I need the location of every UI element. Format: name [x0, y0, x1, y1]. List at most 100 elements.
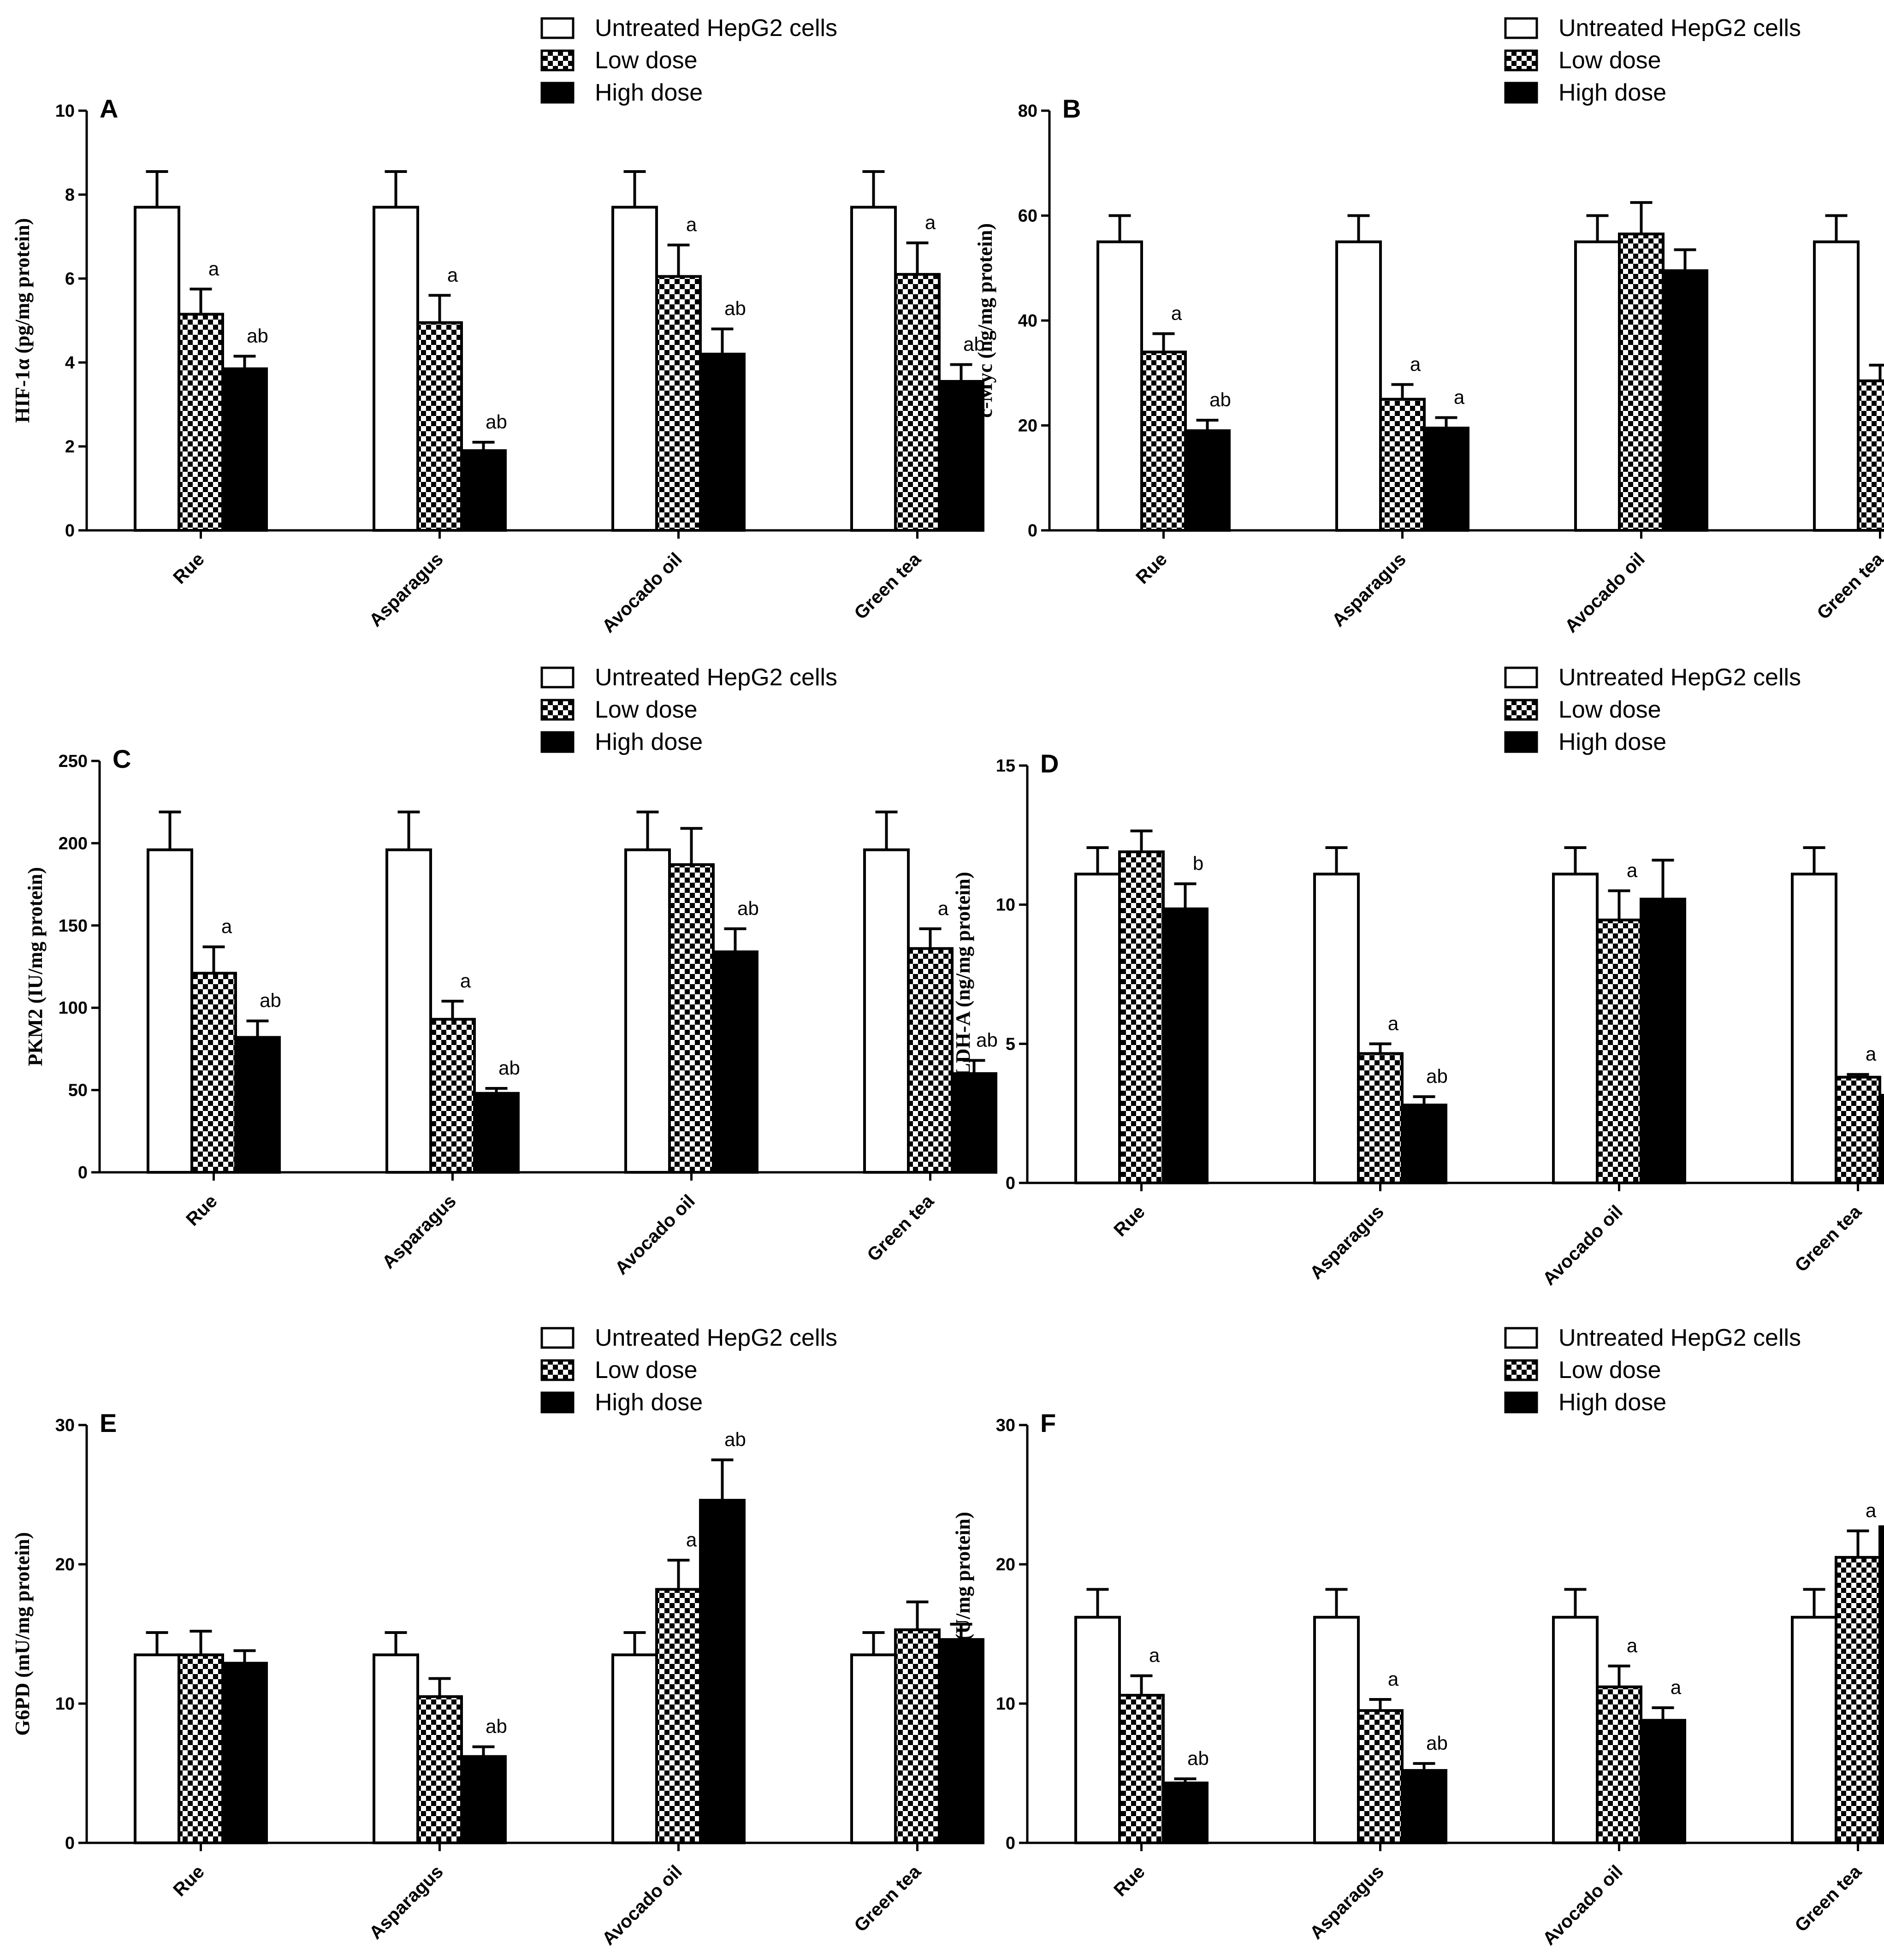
x-tick-label: Avocado oil	[1539, 1201, 1626, 1289]
chart-panel-c: C 0 50 100 150 200 250 PKM2 (IU/mg protein) a ab R…	[24, 664, 998, 1279]
bar-b-high-dose	[1423, 427, 1469, 532]
bar-e-high-dose	[699, 1499, 746, 1845]
bar-c-low-dose	[668, 863, 715, 1174]
significance-label: a	[1454, 386, 1465, 408]
bar-f-low-dose	[1596, 1685, 1642, 1844]
legend-label: Untreated HepG2 cells	[1558, 664, 1801, 691]
panel-letter: F	[1040, 1408, 1056, 1437]
significance-label: b	[1193, 852, 1203, 874]
bar-f-untreated	[1552, 1616, 1599, 1844]
bar-a-high-dose	[938, 380, 984, 532]
legend-swatch	[1504, 49, 1538, 71]
y-tick-label: 60	[1018, 207, 1037, 226]
legend-label: Low dose	[595, 696, 698, 723]
bar-e-untreated	[850, 1653, 897, 1845]
y-tick-label: 2	[65, 437, 75, 457]
significance-label: a	[460, 970, 471, 992]
y-tick-label: 150	[59, 916, 88, 936]
bar-d-untreated	[1791, 873, 1837, 1185]
y-tick-label: 30	[996, 1416, 1015, 1435]
significance-label: ab	[724, 1429, 746, 1450]
bar-c-untreated	[385, 848, 432, 1174]
legend-label: High dose	[595, 729, 703, 755]
legend-label: High dose	[1558, 79, 1666, 106]
y-tick-label: 6	[65, 269, 75, 289]
legend-swatch	[1504, 82, 1538, 104]
bar-d-high-dose	[1878, 1093, 1884, 1184]
significance-label: a	[1627, 860, 1638, 881]
legend-label: Untreated HepG2 cells	[595, 15, 837, 42]
x-tick-label: Asparagus	[1306, 1201, 1388, 1283]
y-tick-label: 0	[65, 521, 75, 540]
legend: Untreated HepG2 cells Low dose High dose	[1504, 664, 1801, 755]
y-tick-label: 10	[996, 1694, 1015, 1714]
bar-f-high-dose	[1878, 1525, 1884, 1844]
significance-label: ab	[486, 411, 507, 433]
y-axis-title: G6PD (mU/mg protein)	[11, 1532, 34, 1736]
bar-f-untreated	[1074, 1616, 1121, 1844]
bar-a-high-dose	[221, 367, 268, 532]
y-tick-label: 0	[78, 1163, 88, 1182]
chart-panel-a: A 0 2 4 6 8 10 HIF-1α (pg/mg protein) a ab Rue a ab A…	[11, 15, 985, 637]
bar-e-low-dose	[416, 1695, 463, 1844]
chart-panel-b: B 0 20 40 60 80 c-Myc (ng/mg protein) a ab Rue a a A…	[974, 15, 1884, 637]
bar-f-low-dose	[1357, 1709, 1404, 1845]
legend-swatch	[1504, 17, 1538, 39]
significance-label: ab	[247, 325, 268, 346]
significance-label: ab	[976, 1029, 998, 1051]
significance-label: a	[1388, 1012, 1399, 1034]
legend-label: High dose	[1558, 729, 1666, 755]
significance-label: a	[1171, 302, 1182, 324]
bar-d-low-dose	[1596, 918, 1642, 1184]
y-tick-label: 80	[1018, 101, 1037, 121]
significance-label: ab	[1426, 1065, 1448, 1087]
significance-label: a	[686, 214, 697, 235]
bar-f-untreated	[1791, 1616, 1837, 1844]
legend: Untreated HepG2 cells Low dose High dose	[540, 664, 837, 755]
legend-label: Untreated HepG2 cells	[595, 1324, 837, 1351]
significance-label: a	[1627, 1634, 1638, 1656]
x-tick-label: Avocado oil	[1539, 1861, 1626, 1949]
x-tick-label: Rue	[1110, 1861, 1149, 1901]
x-tick-label: Green tea	[1813, 549, 1884, 624]
legend-swatch	[1504, 699, 1538, 721]
legend-label: Low dose	[595, 1357, 698, 1384]
bar-e-untreated	[611, 1653, 658, 1845]
significance-label: a	[447, 264, 458, 285]
bar-b-low-dose	[1379, 398, 1426, 532]
panel-letter: B	[1062, 94, 1081, 123]
bar-a-low-dose	[178, 313, 224, 532]
significance-label: ab	[260, 990, 281, 1011]
bar-f-low-dose	[1835, 1556, 1881, 1844]
bar-e-high-dose	[938, 1638, 984, 1845]
chart-panel-d: D 0 5 10 15 LDH-A (ng/mg protein) b Rue a ab Aspar…	[952, 664, 1884, 1289]
significance-label: ab	[724, 297, 746, 319]
chart-panel-e: E 0 10 20 30 G6PD (mU/mg protein) Rue ab Asparag…	[11, 1324, 984, 1949]
x-tick-label: Asparagus	[379, 1191, 460, 1272]
y-axis-title: c-Myc (ng/mg protein)	[974, 223, 996, 418]
bar-d-untreated	[1074, 873, 1121, 1185]
chart-panel-f: F 0 10 20 30 Glutaminase (U/mg protein) a ab Rue…	[952, 1324, 1884, 1949]
x-tick-label: Rue	[182, 1191, 221, 1230]
y-tick-label: 20	[996, 1555, 1015, 1574]
bar-b-untreated	[1813, 240, 1860, 532]
y-tick-label: 0	[65, 1834, 75, 1853]
y-tick-label: 30	[55, 1416, 75, 1435]
significance-label: a	[1149, 1645, 1160, 1666]
bar-d-high-dose	[1162, 907, 1209, 1184]
bar-e-high-dose	[460, 1755, 507, 1845]
bar-a-untreated	[134, 206, 180, 532]
bar-d-high-dose	[1401, 1104, 1447, 1184]
legend-swatch	[540, 731, 575, 753]
significance-label: a	[925, 212, 936, 233]
y-tick-label: 4	[65, 353, 75, 373]
legend-swatch	[540, 1391, 575, 1414]
y-tick-label: 20	[1018, 416, 1037, 436]
legend-swatch	[540, 1359, 575, 1381]
bar-e-low-dose	[655, 1588, 702, 1845]
bar-e-high-dose	[221, 1662, 268, 1844]
bar-a-untreated	[611, 206, 658, 532]
x-tick-label: Asparagus	[366, 549, 447, 630]
significance-label: a	[686, 1529, 697, 1550]
x-tick-label: Avocado oil	[598, 549, 686, 636]
